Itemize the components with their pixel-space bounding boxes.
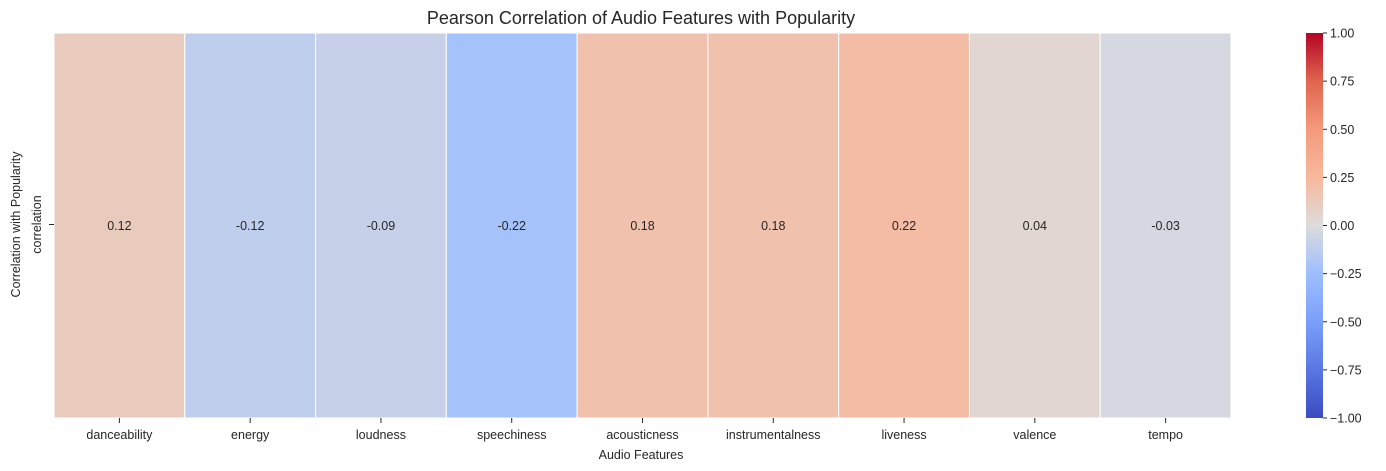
- colorbar-tick-label: −0.75: [1330, 363, 1362, 377]
- x-tick-label-loudness: loudness: [356, 428, 406, 442]
- heatmap-cell-acousticness: [576, 32, 709, 419]
- heatmap-cell-loudness: [315, 32, 447, 419]
- heatmap-cell-danceability: [53, 32, 186, 419]
- heatmap-cell-liveness: [838, 32, 970, 419]
- y-tick-label: correlation: [30, 195, 44, 253]
- colorbar-tick-label: 0.00: [1330, 219, 1354, 233]
- cell-value-speechiness: -0.22: [497, 219, 526, 233]
- cell-value-instrumentalness: 0.18: [761, 219, 785, 233]
- x-tick-label-instrumentalness: instrumentalness: [726, 428, 821, 442]
- cell-value-loudness: -0.09: [367, 219, 396, 233]
- colorbar-tick-label: 0.25: [1330, 171, 1354, 185]
- colorbar-tick-label: −0.25: [1330, 267, 1362, 281]
- cell-value-valence: 0.04: [1023, 219, 1047, 233]
- y-axis-label: Correlation with Popularity: [9, 151, 23, 298]
- heatmap-cell-instrumentalness: [707, 32, 840, 419]
- x-axis-label: Audio Features: [599, 448, 684, 462]
- heatmap-cell-speechiness: [445, 32, 578, 419]
- heatmap-cells: [53, 32, 1232, 419]
- x-tick-label-energy: energy: [231, 428, 270, 442]
- x-tick-label-acousticness: acousticness: [606, 428, 678, 442]
- cell-value-energy: -0.12: [236, 219, 265, 233]
- x-tick-label-valence: valence: [1013, 428, 1056, 442]
- cell-value-danceability: 0.12: [107, 219, 131, 233]
- x-tick-label-liveness: liveness: [881, 428, 926, 442]
- colorbar-tick-label: 0.75: [1330, 75, 1354, 89]
- x-tick-label-danceability: danceability: [86, 428, 153, 442]
- cell-value-tempo: -0.03: [1151, 219, 1180, 233]
- colorbar-tick-label: −0.50: [1330, 315, 1362, 329]
- y-axis: correlation Correlation with Popularity: [9, 151, 54, 298]
- colorbar-gradient: [1306, 33, 1323, 418]
- cell-value-liveness: 0.22: [892, 219, 916, 233]
- cell-value-acousticness: 0.18: [630, 219, 654, 233]
- chart-title: Pearson Correlation of Audio Features wi…: [427, 8, 855, 28]
- colorbar-tick-label: 1.00: [1330, 27, 1354, 41]
- x-tick-label-speechiness: speechiness: [477, 428, 547, 442]
- x-axis: danceability energy loudness speechiness aco…: [86, 418, 1183, 442]
- colorbar-ticks: 1.00 0.75 0.50 0.25 0.00 −0.25 −0.50 −0.75 −1.00: [1323, 27, 1362, 426]
- colorbar-tick-label: −1.00: [1330, 412, 1362, 426]
- cell-annotations: 0.12 -0.12 -0.09 -0.22 0.18 0.18 0.22 0.04 -0.03: [107, 219, 1180, 233]
- heatmap-cell-energy: [184, 32, 317, 419]
- colorbar: 1.00 0.75 0.50 0.25 0.00 −0.25 −0.50 −0.75 −1.00: [1306, 27, 1362, 426]
- x-tick-label-tempo: tempo: [1148, 428, 1183, 442]
- heatmap-cell-valence: [968, 32, 1101, 419]
- colorbar-tick-label: 0.50: [1330, 123, 1354, 137]
